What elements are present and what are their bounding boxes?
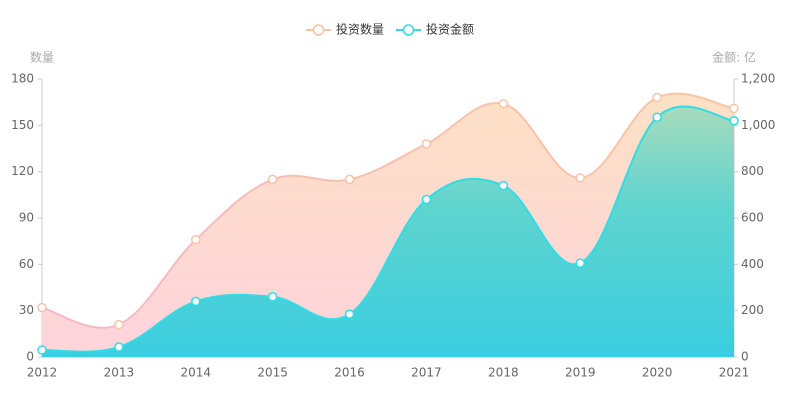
x-tick-label: 2018 xyxy=(488,366,519,380)
x-tick-label: 2015 xyxy=(257,366,288,380)
line xyxy=(41,105,735,353)
point xyxy=(729,103,739,114)
point xyxy=(421,139,432,149)
y2-tick-label: 400 xyxy=(741,257,764,271)
x-tick-label: 2019 xyxy=(565,366,596,380)
y-tick-label: 0 xyxy=(26,350,34,364)
point xyxy=(267,292,278,302)
point xyxy=(652,112,662,122)
y2-tick-label: 1,200 xyxy=(741,72,775,86)
x-tick-label: 2016 xyxy=(334,366,365,380)
point xyxy=(267,174,278,185)
y2-tick-label: 800 xyxy=(741,164,764,178)
point xyxy=(114,342,124,352)
point xyxy=(421,194,432,205)
point xyxy=(191,296,201,307)
x-tick-label: 2014 xyxy=(181,366,212,380)
point xyxy=(37,345,47,355)
legend-symbol xyxy=(402,24,415,36)
y-tick-label: 180 xyxy=(11,72,34,86)
line xyxy=(41,92,735,329)
x-tick-label: 2021 xyxy=(719,366,750,380)
point xyxy=(575,173,585,183)
point xyxy=(191,234,201,245)
x-tick-label: 2013 xyxy=(104,366,135,380)
y2-axis-name: 金额: 亿 xyxy=(712,50,756,65)
area xyxy=(42,106,734,357)
y2-tick-label: 200 xyxy=(741,303,764,317)
point xyxy=(37,302,47,313)
y-tick-label: 90 xyxy=(19,211,34,225)
y-tick-label: 150 xyxy=(11,118,34,132)
x-tick-label: 2017 xyxy=(411,366,442,380)
point xyxy=(575,258,585,268)
y-tick-label: 120 xyxy=(11,164,34,178)
y2-tick-label: 1,000 xyxy=(741,118,775,132)
y2-tick-label: 0 xyxy=(741,350,749,364)
legend-text: 投资金额 xyxy=(426,22,474,37)
point xyxy=(344,309,355,319)
point xyxy=(652,92,662,103)
y-tick-label: 60 xyxy=(19,257,34,271)
point xyxy=(498,98,509,109)
point xyxy=(114,319,124,330)
legend-symbol xyxy=(312,24,325,36)
point xyxy=(729,115,739,126)
y-tick-label: 30 xyxy=(19,303,34,317)
point xyxy=(344,174,355,185)
y2-tick-label: 600 xyxy=(741,211,764,225)
legend-text: 投资数量 xyxy=(336,22,384,37)
x-tick-label: 2012 xyxy=(27,366,58,380)
x-tick-label: 2020 xyxy=(642,366,673,380)
point xyxy=(498,180,509,191)
y-axis-name: 数量 xyxy=(30,50,54,65)
